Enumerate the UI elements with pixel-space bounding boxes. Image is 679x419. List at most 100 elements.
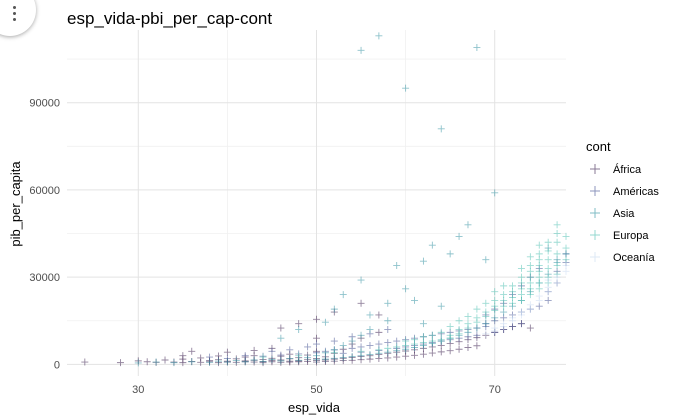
data-points: [81, 32, 570, 367]
data-point: [544, 256, 552, 264]
data-point: [526, 324, 534, 332]
data-point: [500, 291, 508, 299]
data-point: [446, 250, 454, 258]
data-point: [419, 350, 427, 358]
data-point: [464, 320, 472, 328]
data-point: [419, 257, 427, 265]
y-tick-label: 90000: [29, 98, 60, 110]
more-vert-icon-dot: [13, 18, 16, 21]
data-point: [482, 308, 490, 316]
x-axis-ticks: 30 50 70: [132, 384, 501, 396]
data-point: [455, 325, 463, 333]
data-point: [544, 276, 552, 284]
data-point: [179, 352, 187, 360]
data-point: [384, 344, 392, 352]
data-point: [446, 347, 454, 355]
data-point: [464, 344, 472, 352]
data-point: [535, 250, 543, 258]
legend-key: [590, 252, 600, 262]
data-point: [259, 353, 267, 361]
data-point: [223, 358, 231, 366]
data-point: [500, 282, 508, 290]
legend-label: Asia: [613, 208, 635, 220]
data-point: [419, 333, 427, 341]
data-point: [357, 347, 365, 355]
data-point: [366, 350, 374, 358]
data-point: [143, 358, 151, 366]
data-point: [535, 292, 543, 300]
chart-title: esp_vida-pbi_per_cap-cont: [67, 9, 272, 28]
data-point: [250, 346, 258, 354]
data-point: [366, 325, 374, 333]
data-point: [313, 315, 320, 323]
data-point: [330, 337, 338, 345]
data-point: [277, 334, 285, 342]
more-vert-icon-dot: [13, 12, 16, 15]
data-point: [188, 358, 196, 366]
data-point: [339, 353, 347, 361]
data-point: [81, 358, 89, 366]
data-point: [313, 352, 320, 360]
data-point: [339, 341, 347, 349]
data-point: [437, 336, 445, 344]
legend-label: Américas: [613, 186, 659, 198]
data-point: [357, 299, 365, 307]
data-point: [134, 359, 142, 367]
data-point: [411, 336, 419, 344]
data-point: [491, 314, 499, 322]
legend-label: África: [613, 163, 642, 176]
data-point: [339, 291, 347, 299]
data-point: [268, 355, 276, 363]
data-point: [161, 356, 169, 364]
data-point: [295, 352, 303, 360]
data-point: [286, 355, 294, 363]
data-point: [384, 317, 392, 325]
data-point: [544, 238, 552, 246]
data-point: [562, 262, 570, 270]
data-point: [366, 341, 374, 349]
data-point: [517, 320, 525, 328]
data-point: [455, 232, 463, 240]
data-point: [321, 355, 329, 363]
data-point: [402, 352, 410, 360]
data-point: [428, 331, 436, 339]
data-point: [313, 340, 320, 348]
legend: África Américas Asia Europa Oceanía: [590, 163, 659, 264]
data-point: [553, 250, 561, 258]
data-point: [482, 299, 490, 307]
data-point: [482, 320, 490, 328]
data-point: [446, 323, 454, 331]
data-point: [411, 351, 419, 359]
data-point: [544, 283, 552, 291]
data-point: [348, 353, 356, 361]
y-tick-label: 0: [54, 359, 60, 371]
data-point: [526, 253, 534, 261]
data-point: [419, 320, 427, 328]
data-point: [241, 352, 249, 360]
legend-title: cont: [586, 139, 611, 154]
data-point: [366, 311, 374, 319]
data-point: [517, 264, 525, 272]
x-axis-label: esp_vida: [288, 400, 341, 415]
data-point: [411, 296, 419, 304]
data-point: [535, 241, 543, 249]
legend-key: [590, 208, 600, 218]
data-point: [428, 241, 436, 249]
data-point: [170, 359, 178, 367]
legend-key: [590, 164, 600, 174]
data-point: [277, 357, 285, 365]
data-point: [553, 262, 561, 270]
x-tick-label: 30: [132, 384, 144, 396]
data-point: [357, 276, 365, 284]
data-point: [402, 285, 410, 293]
data-point: [455, 345, 463, 353]
data-point: [446, 331, 454, 339]
data-point: [491, 324, 499, 332]
data-point: [553, 238, 561, 246]
data-point: [304, 343, 312, 351]
data-point: [375, 346, 383, 354]
data-point: [473, 331, 481, 339]
data-point: [330, 349, 338, 357]
data-point: [473, 342, 481, 350]
data-point: [517, 273, 525, 281]
